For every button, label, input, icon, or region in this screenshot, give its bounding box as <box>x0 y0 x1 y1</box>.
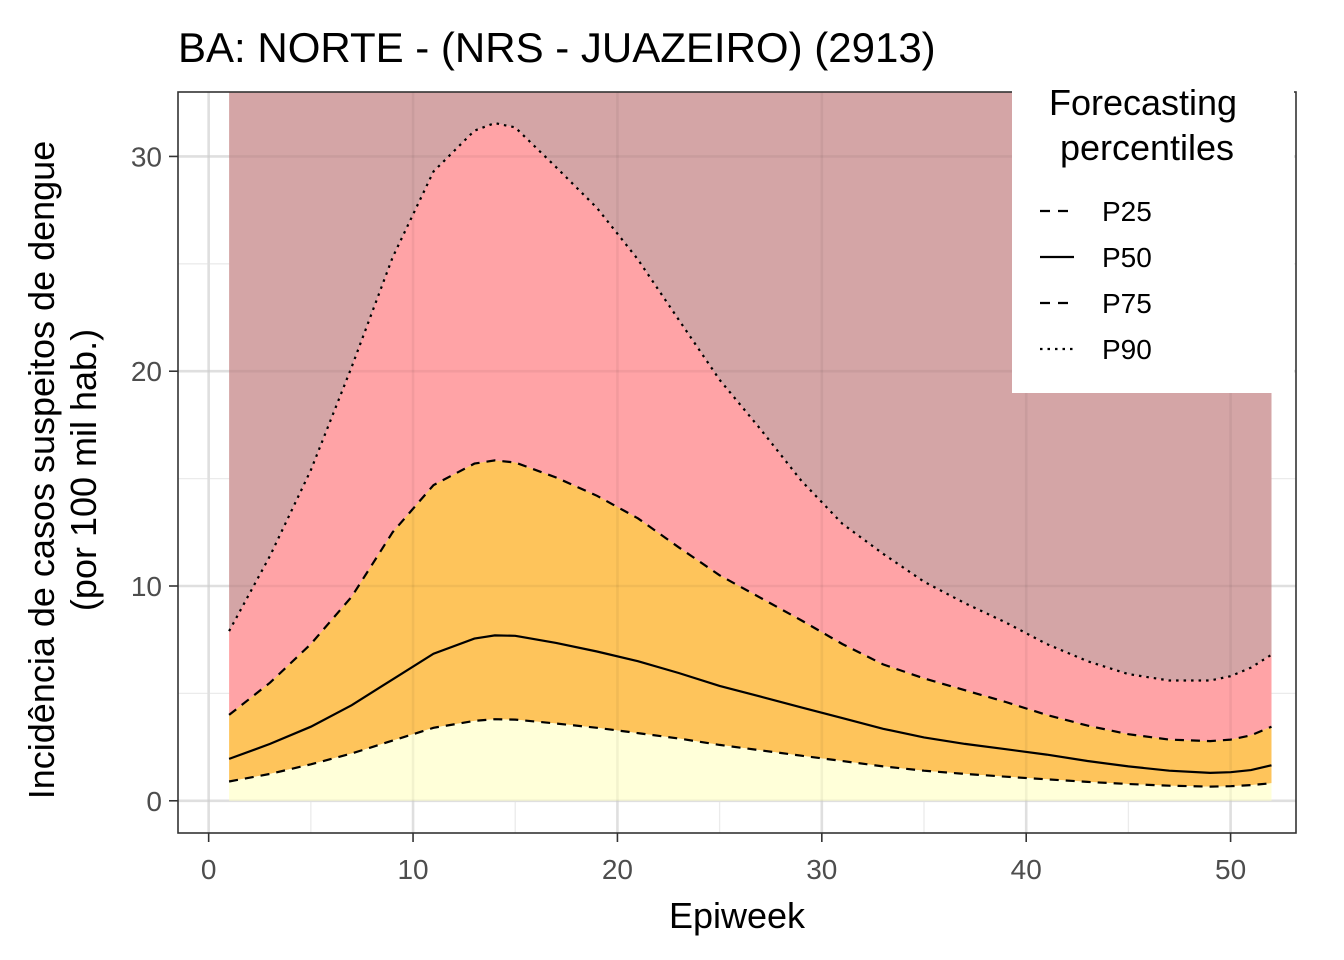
x-axis: 0 10 20 30 40 50 <box>201 833 1246 885</box>
plot-border <box>177 91 1297 834</box>
y-axis-title-line2: (por 100 mil hab.) <box>63 329 104 611</box>
legend-items: P25 P50 P75 P90 <box>1040 196 1152 365</box>
band-p25-p75 <box>229 460 1272 787</box>
legend-background <box>1012 80 1294 393</box>
legend-title-line2: percentiles <box>1060 127 1234 168</box>
y-tick-label: 30 <box>131 141 162 172</box>
x-axis-title: Epiweek <box>669 895 806 936</box>
legend-label-p90: P90 <box>1102 334 1152 365</box>
band-above-p90 <box>229 92 1272 681</box>
x-tick-label: 20 <box>602 854 633 885</box>
y-tick-label: 10 <box>131 571 162 602</box>
y-axis-title: Incidência de casos suspeitos de dengue … <box>21 141 104 799</box>
x-tick-label: 40 <box>1011 854 1042 885</box>
y-tick-label: 0 <box>146 786 162 817</box>
y-tick-label: 20 <box>131 356 162 387</box>
y-axis-title-line1: Incidência de casos suspeitos de dengue <box>21 141 62 799</box>
x-tick-label: 0 <box>201 854 217 885</box>
legend: Forecasting percentiles P25 P50 P75 P90 <box>1012 80 1294 393</box>
y-axis: 0 10 20 30 <box>131 141 178 817</box>
legend-title-line1: Forecasting <box>1049 82 1237 123</box>
series-line-p25 <box>228 718 1272 788</box>
legend-label-p25: P25 <box>1102 196 1152 227</box>
series-line-p50 <box>228 634 1272 775</box>
series-line-p75 <box>228 459 1272 743</box>
legend-label-p75: P75 <box>1102 288 1152 319</box>
chart-title: BA: NORTE - (NRS - JUAZEIRO) (2913) <box>178 24 936 71</box>
x-tick-label: 30 <box>806 854 837 885</box>
percentile-lines <box>228 121 1273 788</box>
percentile-bands <box>178 92 1296 833</box>
band-p75-p90 <box>229 123 1272 742</box>
legend-label-p50: P50 <box>1102 242 1152 273</box>
x-tick-label: 10 <box>397 854 428 885</box>
x-tick-label: 50 <box>1215 854 1246 885</box>
band-below-p25 <box>229 719 1272 801</box>
